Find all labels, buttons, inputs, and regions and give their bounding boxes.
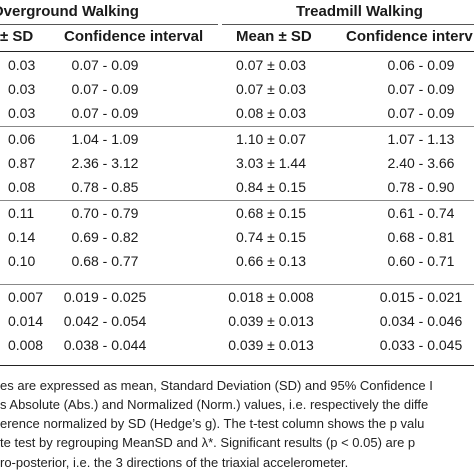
cell-sd: 0.03 [8,57,36,73]
note-line: s Absolute (Abs.) and Normalized (Norm.)… [0,397,429,412]
cell-mean-sd: 3.03 ± 1.44 [236,155,306,171]
cell-ci-overground: 0.038 - 0.044 [63,337,147,353]
cell-sd: 0.08 [8,179,36,195]
cell-mean-sd: 0.039 ± 0.013 [228,313,314,329]
group-title-overground: Overground Walking [0,3,139,20]
cell-mean-sd: 1.10 ± 0.07 [236,131,306,147]
cell-mean-sd: 0.039 ± 0.013 [228,337,314,353]
cell-ci-overground: 0.78 - 0.85 [71,179,139,195]
group-title-treadmill: Treadmill Walking [296,3,423,20]
group-divider [0,284,474,285]
cell-ci-overground: 0.68 - 0.77 [71,253,139,269]
cell-mean-sd: 0.07 ± 0.03 [236,57,306,73]
cell-ci-overground: 0.019 - 0.025 [63,289,147,305]
cell-sd: 0.014 [8,313,44,329]
col-header-ci-treadmill: Confidence interv [346,28,473,45]
table-bottom-rule [0,365,474,366]
note-line: ro-posterior, i.e. the 3 directions of t… [0,455,349,470]
cell-ci-treadmill: 0.034 - 0.046 [379,313,463,329]
cell-mean-sd: 0.74 ± 0.15 [236,229,306,245]
col-header-sd: ± SD [0,28,34,45]
treadmill-group-underline [222,24,474,25]
cell-sd: 0.03 [8,105,36,121]
cell-sd: 0.14 [8,229,36,245]
cell-ci-treadmill: 0.61 - 0.74 [387,205,455,221]
cell-ci-treadmill: 0.07 - 0.09 [387,81,455,97]
cell-ci-treadmill: 0.68 - 0.81 [387,229,455,245]
note-line: te test by regrouping MeanSD and λ*. Sig… [0,435,416,450]
cell-mean-sd: 0.68 ± 0.15 [236,205,306,221]
group-divider [0,126,474,127]
cell-ci-treadmill: 0.60 - 0.71 [387,253,455,269]
cell-ci-treadmill: 0.78 - 0.90 [387,179,455,195]
cell-sd: 0.008 [8,337,44,353]
col-header-ci-overground: Confidence interval [64,28,204,45]
cell-sd: 0.87 [8,155,36,171]
cell-sd: 0.06 [8,131,36,147]
col-header-mean-sd: Mean ± SD [236,28,312,45]
cell-ci-overground: 0.07 - 0.09 [71,81,139,97]
cell-sd: 0.11 [8,205,35,221]
cell-ci-overground: 0.70 - 0.79 [71,205,139,221]
cell-ci-treadmill: 2.40 - 3.66 [387,155,455,171]
cell-sd: 0.03 [8,81,36,97]
cell-mean-sd: 0.018 ± 0.008 [228,289,314,305]
cell-ci-overground: 0.042 - 0.054 [63,313,147,329]
cell-ci-treadmill: 0.06 - 0.09 [387,57,455,73]
cell-ci-treadmill: 0.033 - 0.045 [379,337,463,353]
cell-mean-sd: 0.07 ± 0.03 [236,81,306,97]
header-rule [0,51,474,52]
cell-mean-sd: 0.84 ± 0.15 [236,179,306,195]
cell-ci-treadmill: 1.07 - 1.13 [387,131,455,147]
cell-ci-overground: 0.07 - 0.09 [71,105,139,121]
cell-ci-overground: 1.04 - 1.09 [71,131,139,147]
cell-ci-overground: 2.36 - 3.12 [71,155,139,171]
note-line: es are expressed as mean, Standard Devia… [0,378,433,393]
cell-ci-overground: 0.69 - 0.82 [71,229,139,245]
cell-sd: 0.10 [8,253,36,269]
cell-mean-sd: 0.08 ± 0.03 [236,105,306,121]
cell-mean-sd: 0.66 ± 0.13 [236,253,306,269]
note-line: erence normalized by SD (Hedge’s g). The… [0,416,425,431]
cell-ci-treadmill: 0.015 - 0.021 [379,289,463,305]
cell-ci-overground: 0.07 - 0.09 [71,57,139,73]
cell-sd: 0.007 [8,289,44,305]
cell-ci-treadmill: 0.07 - 0.09 [387,105,455,121]
overground-group-underline [0,24,218,25]
group-divider [0,200,474,201]
